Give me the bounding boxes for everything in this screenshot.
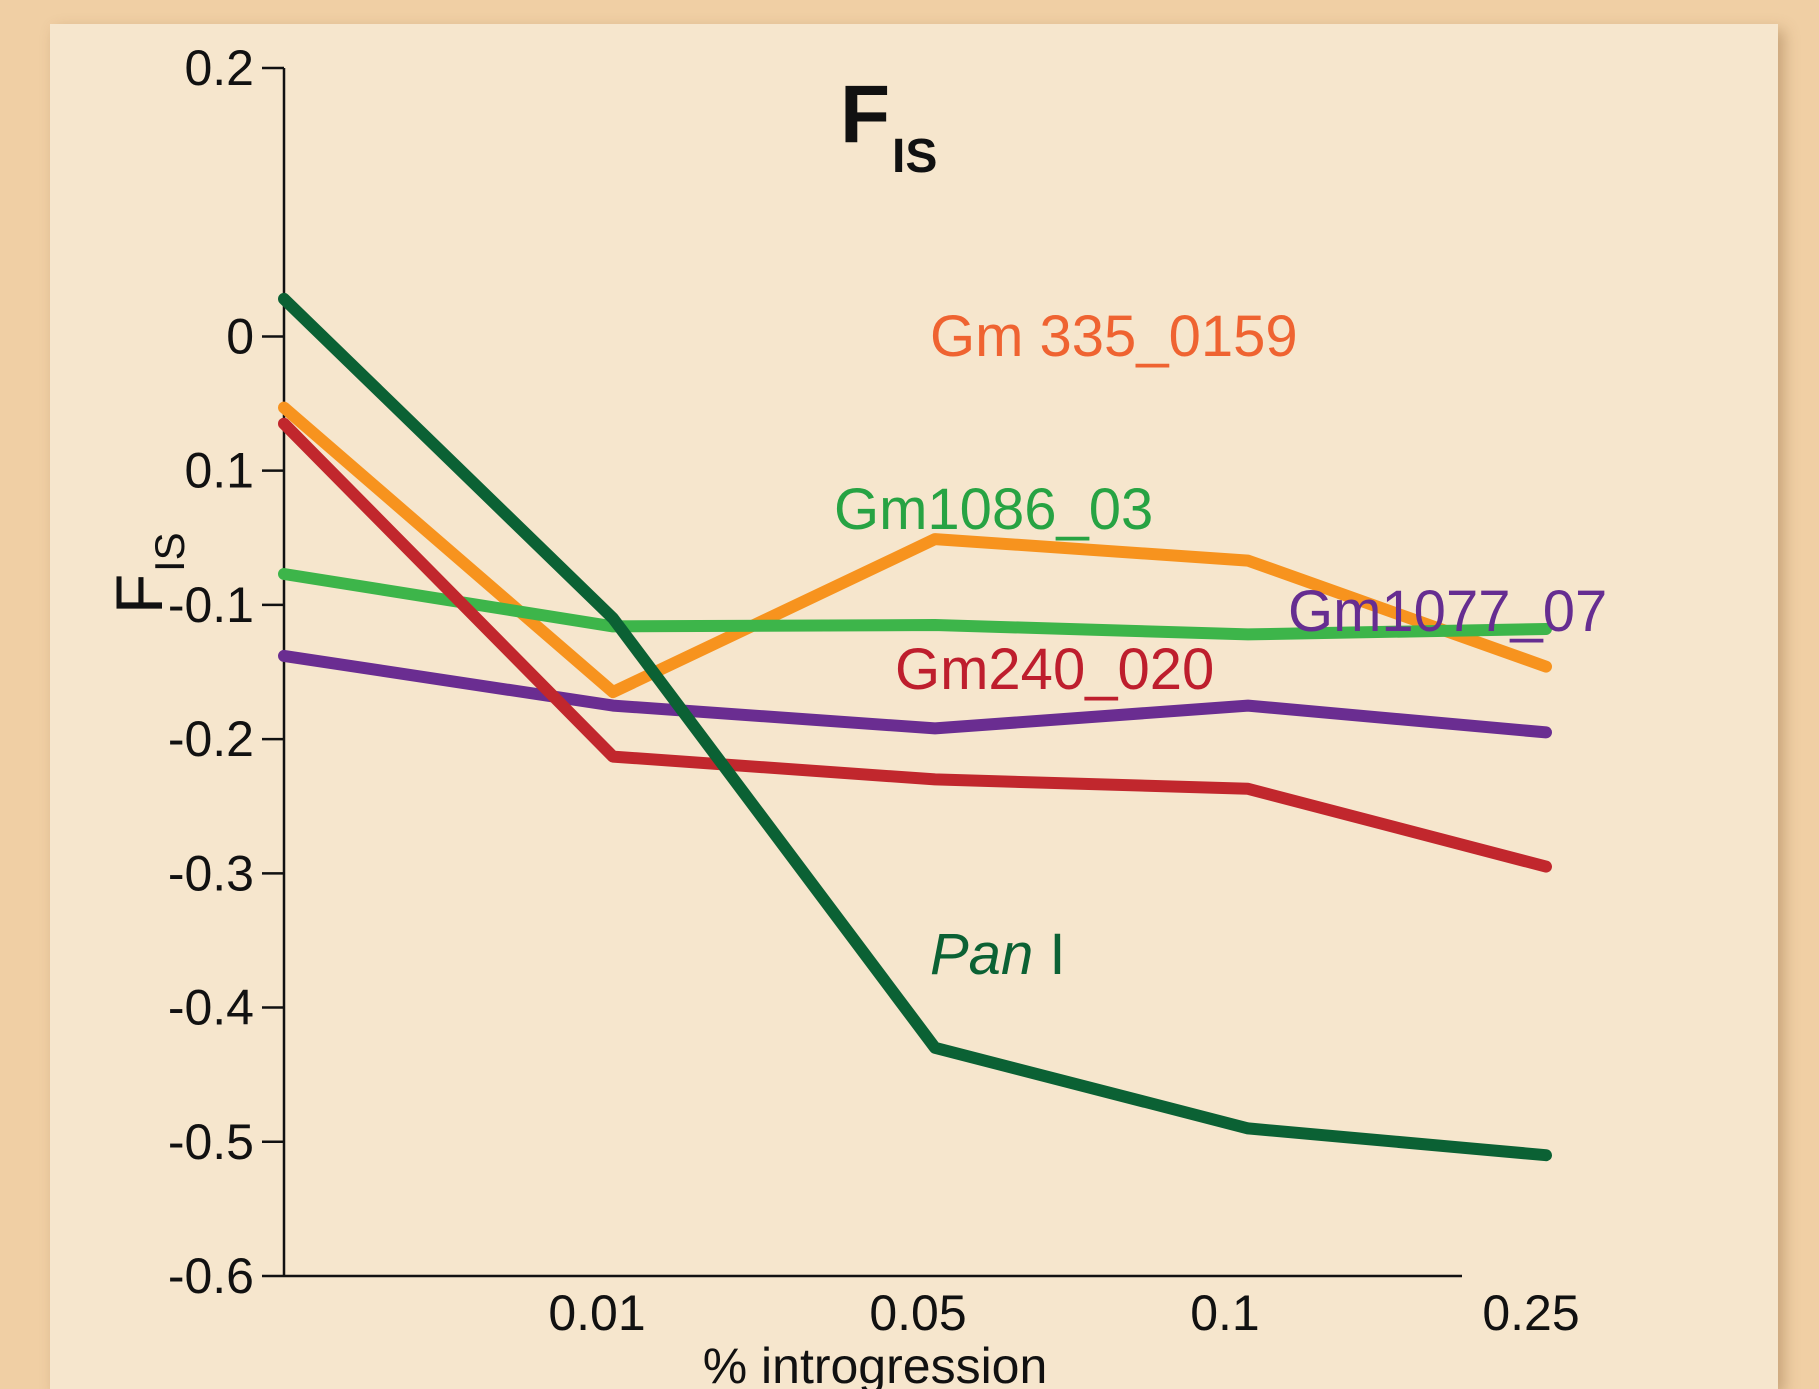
y-tick-label: 0.2: [184, 40, 254, 96]
y-tick-label: 0: [226, 308, 254, 364]
chart-title: F IS: [840, 69, 937, 183]
series-label-0: Gm 335_0159: [930, 304, 1298, 369]
y-tick-label: -0.5: [168, 1114, 254, 1170]
series-line-1: [278, 568, 1552, 641]
series-label-rest: I: [1033, 922, 1065, 987]
chart-title-main: F: [840, 69, 890, 160]
x-tick-label: 0.01: [548, 1285, 645, 1341]
y-tick-label: -0.3: [168, 845, 254, 901]
y-axis-title: F IS: [102, 532, 193, 614]
x-tick-label: 0.1: [1190, 1285, 1260, 1341]
x-tick-label: 0.05: [869, 1285, 966, 1341]
y-axis-title-main: F: [102, 574, 176, 614]
series-label-1: Gm1086_03: [834, 477, 1153, 542]
series-line-4: [278, 292, 1552, 1162]
series-line-2: [278, 649, 1552, 739]
series-label-italic: Pan: [930, 922, 1033, 987]
series-line-0: [278, 401, 1552, 699]
y-axis-ticks: 0.2 0 0.1 -0.1 -0.2 -0.3 -0.4 -0.5 -0.6: [168, 40, 284, 1304]
y-tick-label: -0.6: [168, 1248, 254, 1304]
x-axis-title: % introgression: [703, 1338, 1048, 1389]
y-tick-label: -0.2: [168, 711, 254, 767]
y-tick-label: -0.1: [168, 577, 254, 633]
chart-panel: F IS F IS 0.2 0 0.1 -0.1 -0.2 -0.3 -0.4 -0.5 -0.…: [50, 24, 1778, 1389]
y-axis-title-sub: IS: [146, 532, 193, 572]
series-lines: [278, 292, 1552, 1162]
series-label-2: Gm1077_07: [1288, 579, 1607, 644]
x-tick-label: 0.25: [1482, 1285, 1579, 1341]
series-label-4: Pan I: [930, 922, 1065, 987]
chart-title-sub: IS: [892, 130, 937, 183]
y-tick-label: 0.1: [184, 443, 254, 499]
series-line-3: [278, 417, 1552, 873]
x-axis-ticks: 0.01 0.05 0.1 0.25: [548, 1285, 1579, 1341]
line-chart: F IS F IS 0.2 0 0.1 -0.1 -0.2 -0.3 -0.4 -0.5 -0.…: [102, 40, 1607, 1389]
y-tick-label: -0.4: [168, 980, 254, 1036]
series-labels: Gm 335_0159 Gm1086_03 Gm1077_07 Gm240_020 Pa…: [834, 304, 1607, 987]
series-label-3: Gm240_020: [895, 637, 1214, 702]
